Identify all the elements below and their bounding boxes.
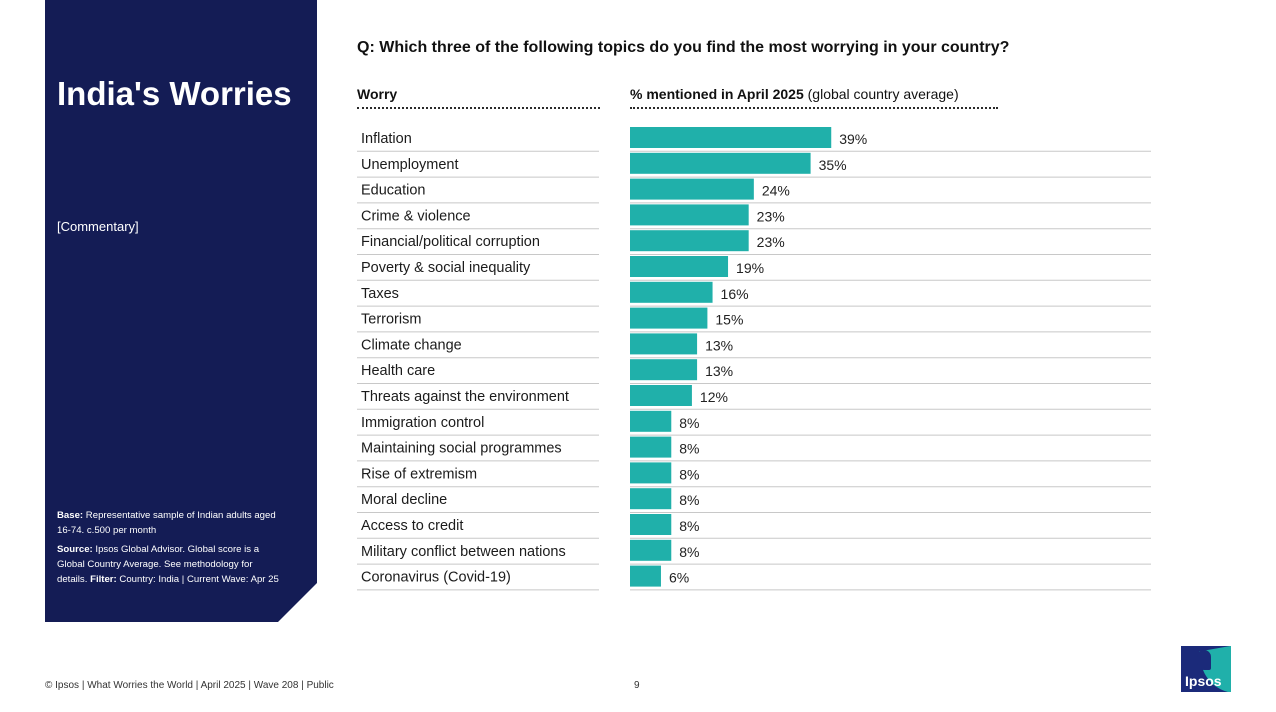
survey-question: Q: Which three of the following topics d… — [357, 39, 1010, 56]
value-label: 13% — [705, 337, 733, 353]
sidebar-panel: India's Worries [Commentary] Base: Repre… — [45, 0, 317, 622]
logo-mark-shape — [1197, 650, 1211, 670]
value-label: 16% — [721, 286, 749, 302]
value-label: 35% — [819, 157, 847, 173]
value-label: 6% — [669, 570, 689, 586]
bar — [630, 152, 811, 174]
category-label: Rise of extremism — [361, 466, 477, 482]
value-label: 24% — [762, 183, 790, 199]
page-number: 9 — [634, 680, 640, 691]
value-label: 12% — [700, 389, 728, 405]
page-title: India's Worries — [57, 75, 292, 112]
category-label: Inflation — [361, 131, 412, 147]
bar — [630, 359, 698, 381]
category-label: Crime & violence — [361, 208, 471, 224]
bar — [630, 178, 754, 200]
logo-text: Ipsos — [1185, 673, 1222, 689]
source-label: Source: — [57, 544, 93, 555]
bar — [630, 514, 672, 535]
bar — [630, 127, 832, 148]
bar — [630, 462, 672, 484]
base-note: Base: Representative sample of Indian ad… — [57, 508, 282, 538]
category-label: Poverty & social inequality — [361, 260, 531, 276]
value-label: 23% — [757, 234, 785, 250]
bar — [630, 256, 729, 277]
commentary-placeholder: [Commentary] — [57, 219, 139, 234]
bar — [630, 281, 713, 303]
bar — [630, 307, 708, 329]
value-label: 15% — [715, 312, 743, 328]
bar — [630, 230, 749, 252]
value-label: 19% — [736, 260, 764, 276]
bar — [630, 565, 661, 587]
methodology-notes: Base: Representative sample of Indian ad… — [57, 508, 282, 591]
category-label: Moral decline — [361, 492, 447, 508]
column-header-worry: Worry — [357, 86, 600, 109]
filter-text: Country: India | Current Wave: Apr 25 — [116, 574, 279, 585]
category-label: Health care — [361, 363, 435, 379]
value-label: 8% — [679, 492, 699, 508]
base-text: Representative sample of Indian adults a… — [57, 510, 276, 536]
source-text: Ipsos Global Advisor. Global score is a … — [57, 544, 260, 585]
category-label: Taxes — [361, 286, 399, 302]
footer-text: © Ipsos | What Worries the World | April… — [45, 680, 334, 691]
source-note: Source: Ipsos Global Advisor. Global sco… — [57, 542, 282, 587]
bar — [630, 436, 672, 458]
value-label: 39% — [839, 131, 867, 147]
category-label: Climate change — [361, 337, 462, 353]
value-label: 8% — [679, 518, 699, 534]
value-label: 8% — [679, 466, 699, 482]
column-header-percent-rest: (global country average) — [803, 86, 959, 102]
category-label: Maintaining social programmes — [361, 441, 562, 457]
category-label: Coronavirus (Covid-19) — [361, 570, 511, 586]
column-header-percent: % mentioned in April 2025 (global countr… — [630, 86, 998, 109]
base-label: Base: — [57, 510, 84, 521]
value-label: 23% — [757, 208, 785, 224]
value-label: 8% — [679, 544, 699, 560]
category-label: Terrorism — [361, 312, 421, 328]
category-label: Immigration control — [361, 415, 484, 431]
category-label: Unemployment — [361, 157, 459, 173]
category-label: Access to credit — [361, 518, 463, 534]
category-label: Military conflict between nations — [361, 544, 566, 560]
category-label: Threats against the environment — [361, 389, 569, 405]
worries-bar-chart: Inflation 39% Unemployment 35% Education 24% C… — [357, 127, 1151, 591]
panel-corner-cut — [278, 583, 317, 622]
ipsos-logo: Ipsos — [1181, 646, 1231, 692]
bar — [630, 539, 672, 561]
column-header-percent-bold: % mentioned in April 2025 — [630, 86, 804, 102]
bar — [630, 410, 672, 432]
category-label: Education — [361, 183, 426, 199]
bar — [630, 204, 749, 226]
bar — [630, 385, 692, 406]
value-label: 8% — [679, 441, 699, 457]
value-label: 13% — [705, 363, 733, 379]
bar — [630, 333, 698, 355]
category-label: Financial/political corruption — [361, 234, 540, 250]
filter-label: Filter: — [90, 574, 117, 585]
bar — [630, 488, 672, 510]
value-label: 8% — [679, 415, 699, 431]
